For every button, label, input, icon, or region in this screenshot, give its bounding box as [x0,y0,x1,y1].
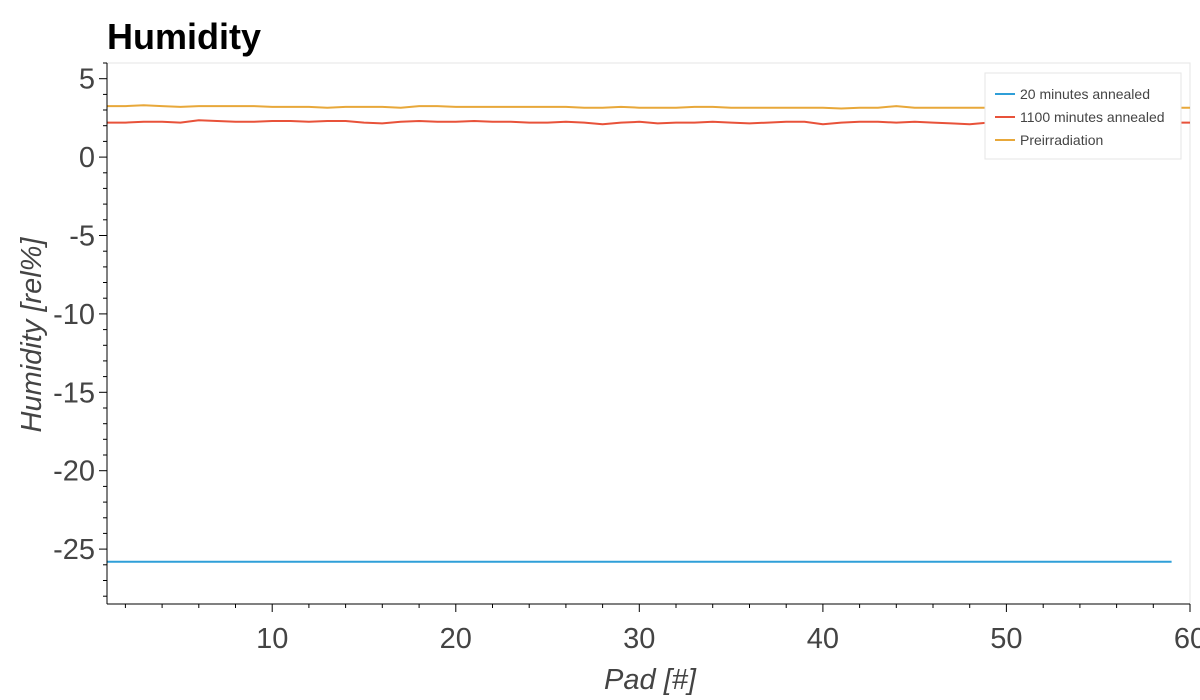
chart-title: Humidity [107,16,261,57]
axes-layer [106,63,1190,605]
y-tick-label: -15 [53,377,95,409]
legend-box [984,72,1182,160]
y-tick-label: -10 [53,299,95,331]
legend-label-1: 20 minutes annealed [1020,86,1150,102]
x-tick-label: 50 [990,623,1022,655]
legend: 20 minutes annealed 1100 minutes annealed… [984,72,1182,160]
x-tick-label: 60 [1174,623,1200,655]
x-tick-label: 20 [440,623,472,655]
x-ticks: 10 20 30 40 50 60 [124,604,1200,655]
x-tick-label: 40 [807,623,839,655]
y-axis-label: Humidity [rel%] [16,237,48,433]
y-tick-label: -25 [53,534,95,566]
x-tick-label: 30 [623,623,655,655]
legend-label-2: 1100 minutes annealed [1020,109,1165,125]
legend-items: 20 minutes annealed 1100 minutes annealed… [995,86,1165,148]
x-axis-label: Pad [#] [604,664,697,696]
x-tick-label: 10 [256,623,288,655]
legend-label-3: Preirradiation [1020,132,1103,148]
series-layer [107,104,1190,563]
y-ticks: 5 0 -5 -10 -15 -20 -25 [53,62,107,597]
y-tick-label: 5 [79,64,95,96]
y-tick-label: -20 [53,456,95,488]
y-tick-label: -5 [69,221,95,253]
y-tick-label: 0 [79,142,95,174]
